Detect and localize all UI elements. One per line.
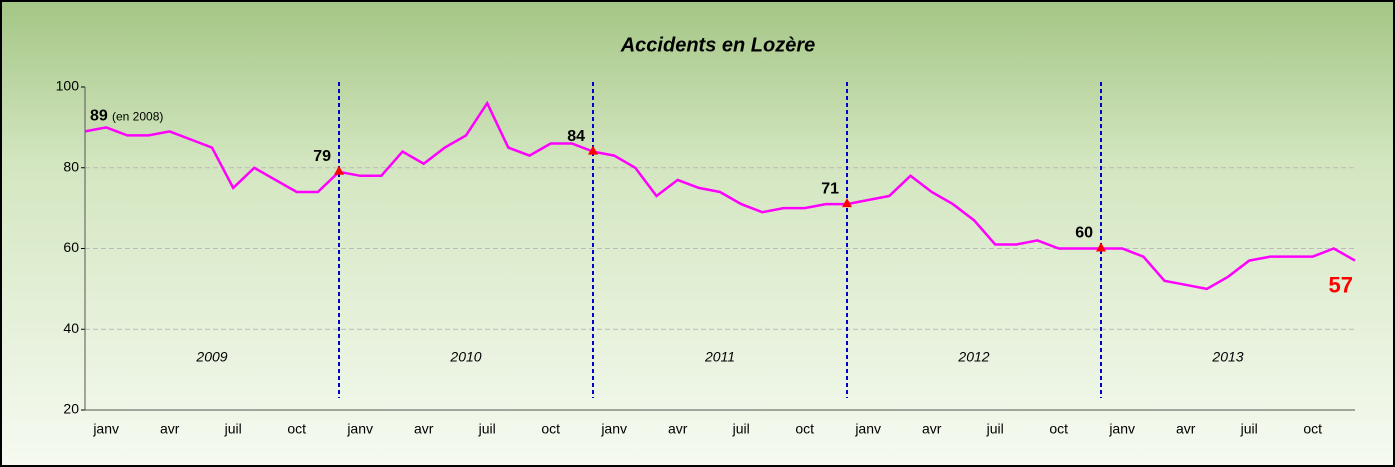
x-tick-label: oct	[287, 421, 306, 437]
x-tick-label: avr	[922, 421, 942, 437]
point-marker	[1096, 242, 1106, 252]
point-marker	[334, 165, 344, 175]
y-tick-label: 40	[63, 320, 79, 336]
x-tick-label: juil	[224, 421, 242, 437]
y-tick-label: 20	[63, 401, 79, 417]
year-label: 2013	[1211, 349, 1243, 365]
y-tick-label: 60	[63, 239, 79, 255]
data-label: 57	[1329, 272, 1353, 297]
x-tick-label: oct	[541, 421, 560, 437]
x-tick-label: oct	[1049, 421, 1068, 437]
x-tick-label: avr	[1176, 421, 1196, 437]
data-label: 79	[313, 148, 331, 165]
year-label: 2009	[195, 349, 227, 365]
line-series	[84, 100, 1356, 291]
data-label: 84	[567, 128, 585, 145]
year-label: 2010	[449, 349, 481, 365]
point-marker	[842, 198, 852, 208]
x-tick-label: oct	[795, 421, 814, 437]
x-tick-label: avr	[668, 421, 688, 437]
y-tick-label: 100	[56, 78, 80, 94]
x-tick-label: janv	[92, 421, 119, 437]
x-tick-label: janv	[346, 421, 373, 437]
x-tick-label: janv	[854, 421, 881, 437]
year-label: 2011	[704, 349, 735, 365]
point-marker	[588, 145, 598, 155]
x-tick-label: janv	[600, 421, 627, 437]
x-tick-label: avr	[160, 421, 180, 437]
x-tick-label: juil	[732, 421, 750, 437]
data-label: 89	[90, 108, 108, 125]
y-tick-label: 80	[63, 158, 79, 174]
x-tick-label: avr	[414, 421, 434, 437]
x-tick-label: juil	[986, 421, 1004, 437]
x-tick-label: juil	[478, 421, 496, 437]
x-tick-label: oct	[1303, 421, 1322, 437]
x-tick-label: juil	[1240, 421, 1258, 437]
chart-title: Accidents en Lozère	[620, 34, 816, 56]
x-tick-label: janv	[1108, 421, 1135, 437]
year-label: 2012	[957, 349, 989, 365]
start-note: (en 2008)	[112, 110, 163, 124]
data-label: 60	[1075, 225, 1093, 242]
data-label: 71	[821, 180, 839, 197]
